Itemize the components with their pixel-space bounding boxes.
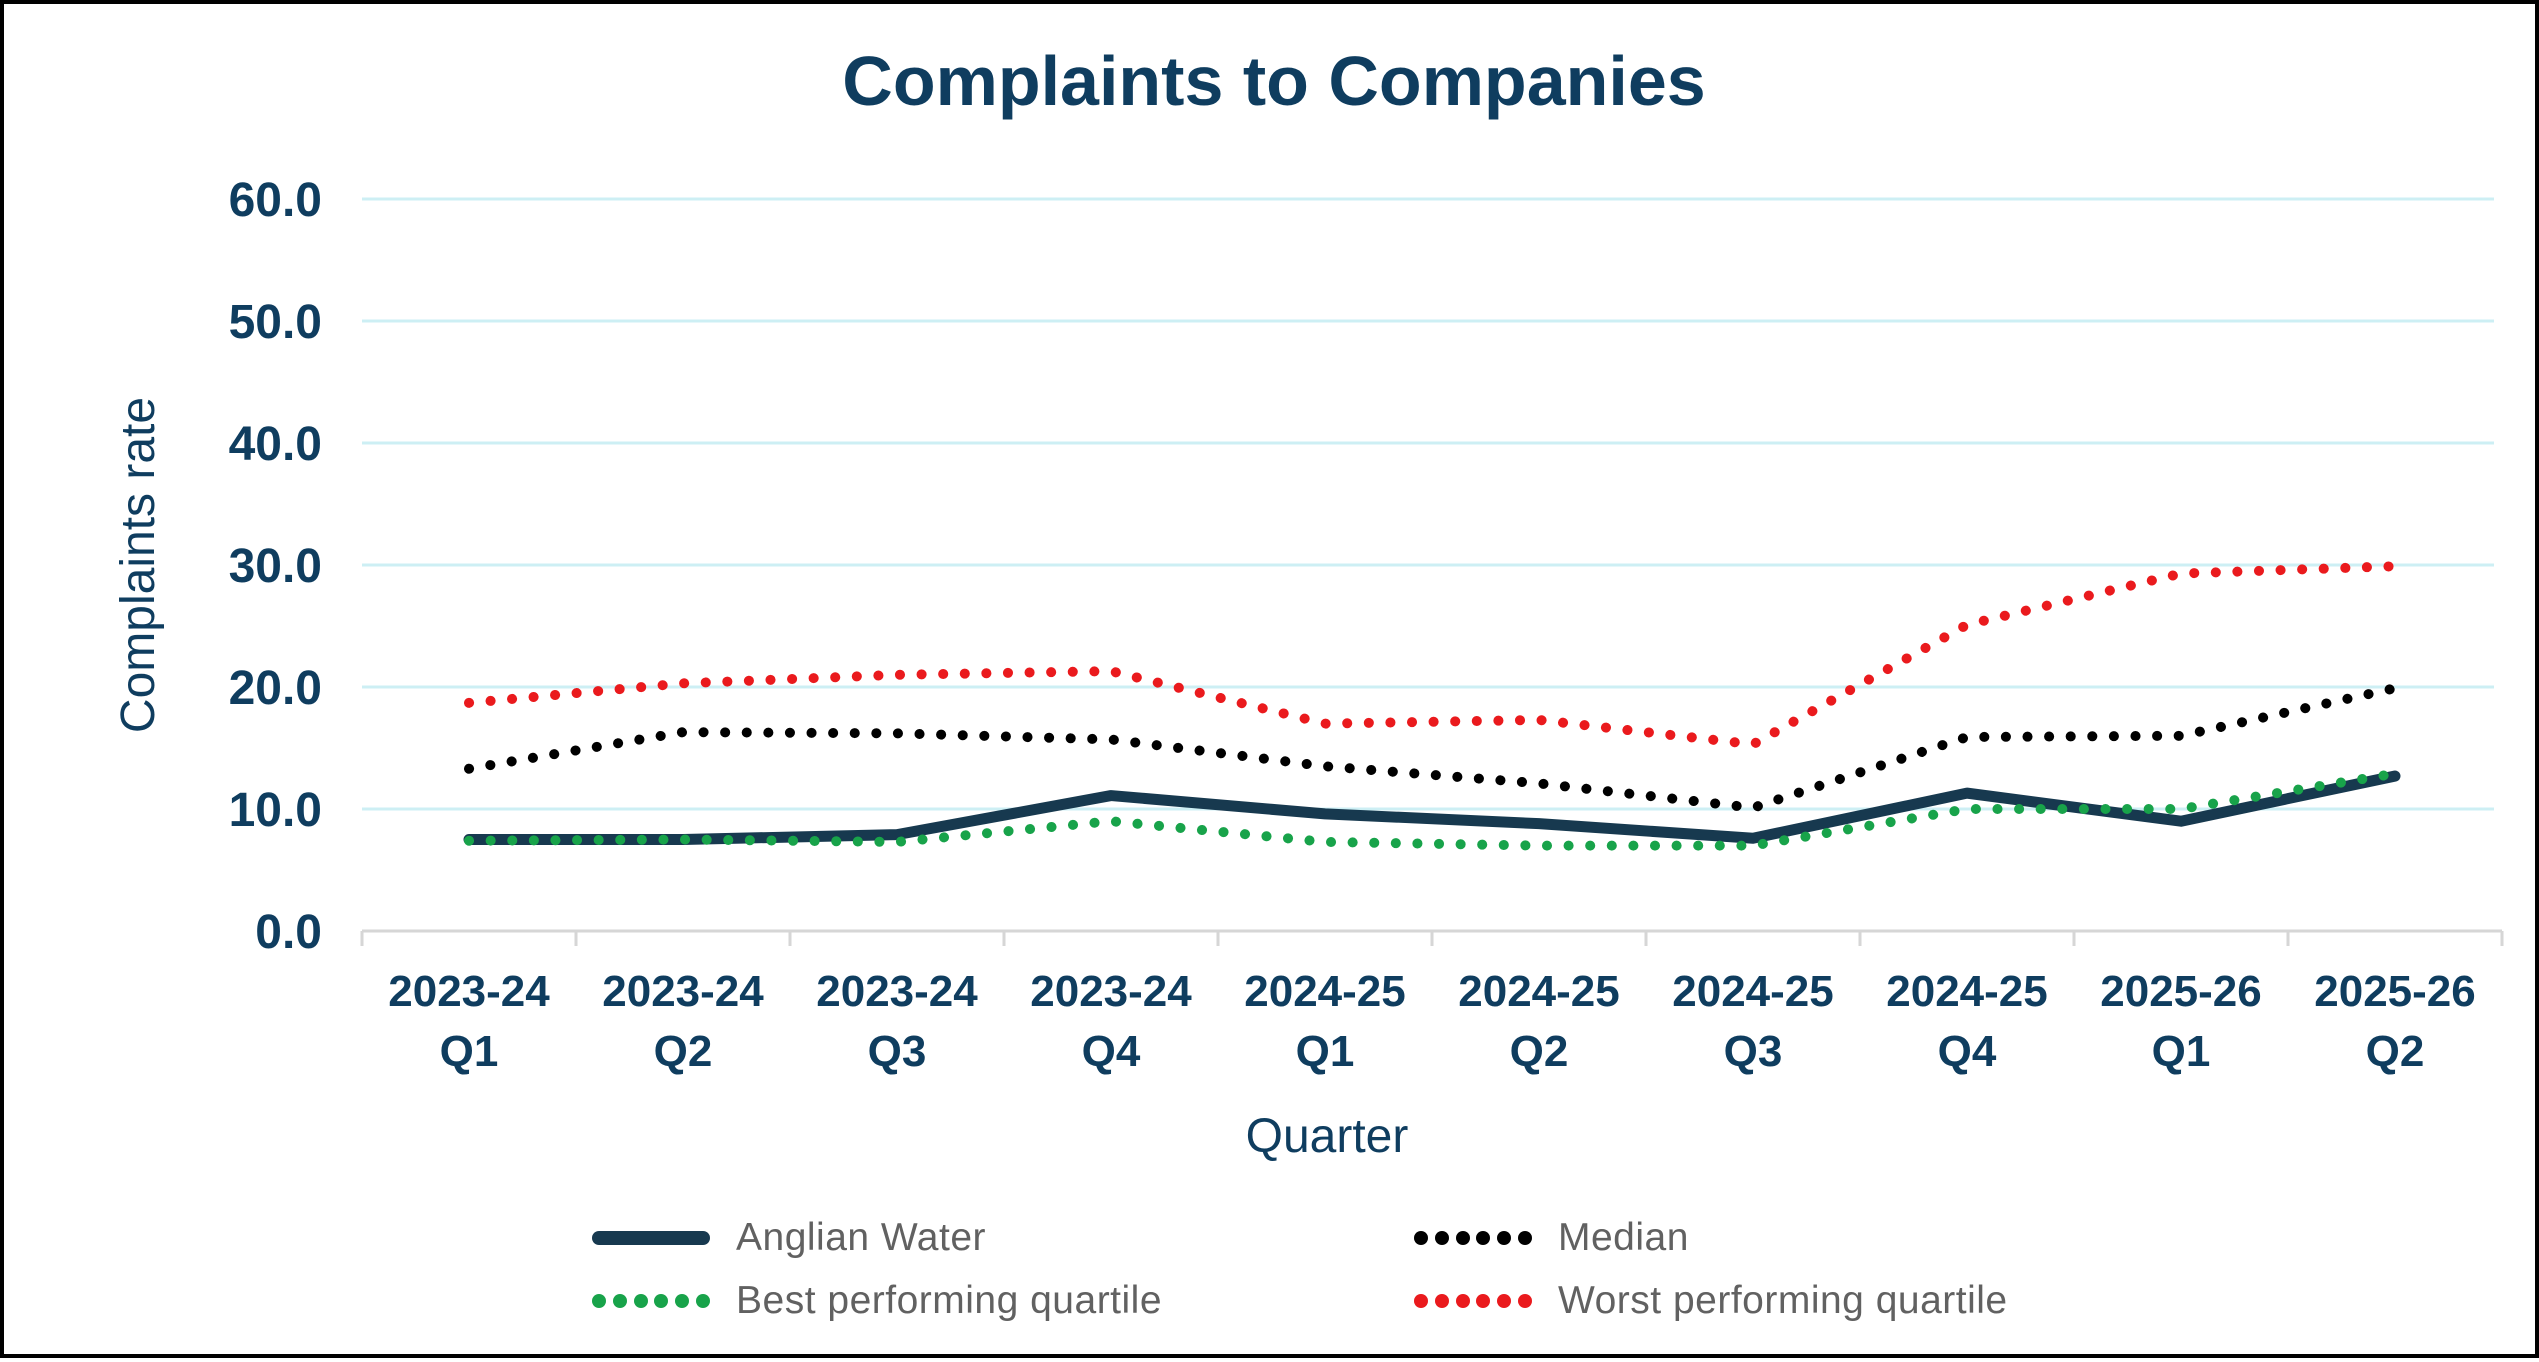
y-tick-label-20.0: 20.0 — [229, 662, 322, 715]
legend-item-worst-quartile: Worst performing quartile — [1414, 1269, 2008, 1332]
legend-dot — [1434, 1293, 1449, 1308]
x-tick-label-2023-24-q2: 2023-24 Q2 — [602, 967, 764, 1076]
y-axis-title: Complaints rate — [112, 397, 165, 733]
chart-title: Complaints to Companies — [842, 42, 1705, 120]
legend-swatch-anglian-water — [592, 1230, 710, 1245]
legend-dot — [1497, 1230, 1512, 1245]
y-tick-label-30.0: 30.0 — [229, 540, 322, 593]
chart-canvas: Complaints to Companies 0.0 10.0 20.0 30.0 4… — [112, 42, 2504, 1163]
legend-swatch-median — [1414, 1230, 1532, 1245]
x-tick-label-2025-26-q2: 2025-26 Q2 — [2314, 967, 2475, 1076]
y-tick-labels-group: 0.0 10.0 20.0 30.0 40.0 50.0 60.0 — [229, 174, 322, 959]
series-line-worst-performing-quartile — [464, 561, 2400, 750]
legend-dot — [612, 1293, 627, 1308]
legend-dot — [1476, 1230, 1491, 1245]
x-axis-group — [360, 929, 2504, 946]
legend-dot — [1517, 1293, 1532, 1308]
legend-dot — [1455, 1230, 1470, 1245]
legend-swatch-worst-quartile — [1414, 1293, 1532, 1308]
gridlines-group — [362, 197, 2494, 811]
legend-dot — [1434, 1230, 1449, 1245]
series-group — [463, 561, 2401, 851]
legend-dot — [592, 1293, 606, 1308]
y-tick-label-10.0: 10.0 — [229, 784, 322, 837]
y-tick-label-50.0: 50.0 — [229, 296, 322, 349]
y-tick-label-60.0: 60.0 — [229, 174, 322, 227]
x-tick-label-2024-25-q3: 2024-25 Q3 — [1672, 967, 1833, 1076]
x-axis-title: Quarter — [1246, 1110, 1409, 1163]
legend-label-median: Median — [1558, 1215, 1689, 1259]
legend-dot — [1414, 1230, 1428, 1245]
x-tick-label-2024-25-q4: 2024-25 Q4 — [1886, 967, 2047, 1076]
series-line-median — [464, 683, 2400, 813]
y-tick-label-40.0: 40.0 — [229, 418, 322, 471]
legend-dot — [1517, 1230, 1532, 1245]
legend-swatch-best-quartile — [592, 1293, 710, 1308]
legend-item-anglian-water: Anglian Water — [592, 1206, 1414, 1269]
legend: Anglian Water Median Best performing qua… — [592, 1206, 2008, 1332]
legend-dot — [1497, 1293, 1512, 1308]
y-tick-label-0.0: 0.0 — [255, 906, 322, 959]
x-tick-label-2024-25-q1: 2024-25 Q1 — [1244, 967, 1405, 1076]
legend-dot — [1476, 1293, 1491, 1308]
legend-label-best-quartile: Best performing quartile — [736, 1278, 1163, 1322]
legend-dot — [675, 1293, 690, 1308]
legend-dot — [654, 1293, 669, 1308]
legend-label-anglian-water: Anglian Water — [736, 1215, 987, 1259]
series-line-best-performing-quartile — [464, 768, 2400, 851]
legend-dot — [1414, 1293, 1428, 1308]
x-tick-label-2023-24-q4: 2023-24 Q4 — [1030, 967, 1192, 1076]
legend-dot — [1455, 1293, 1470, 1308]
x-tick-labels-group: 2023-24 Q1 2023-24 Q2 2023-24 Q3 2023-24 Q4 2024… — [388, 967, 2475, 1076]
legend-dot — [633, 1293, 648, 1308]
x-tick-label-2023-24-q3: 2023-24 Q3 — [816, 967, 978, 1076]
legend-label-worst-quartile: Worst performing quartile — [1558, 1278, 2008, 1322]
legend-item-median: Median — [1414, 1206, 2008, 1269]
x-tick-label-2024-25-q2: 2024-25 Q2 — [1458, 967, 1619, 1076]
x-tick-label-2023-24-q1: 2023-24 Q1 — [388, 967, 550, 1076]
legend-item-best-quartile: Best performing quartile — [592, 1269, 1414, 1332]
legend-dot — [695, 1293, 710, 1308]
x-tick-label-2025-26-q1: 2025-26 Q1 — [2100, 967, 2261, 1076]
